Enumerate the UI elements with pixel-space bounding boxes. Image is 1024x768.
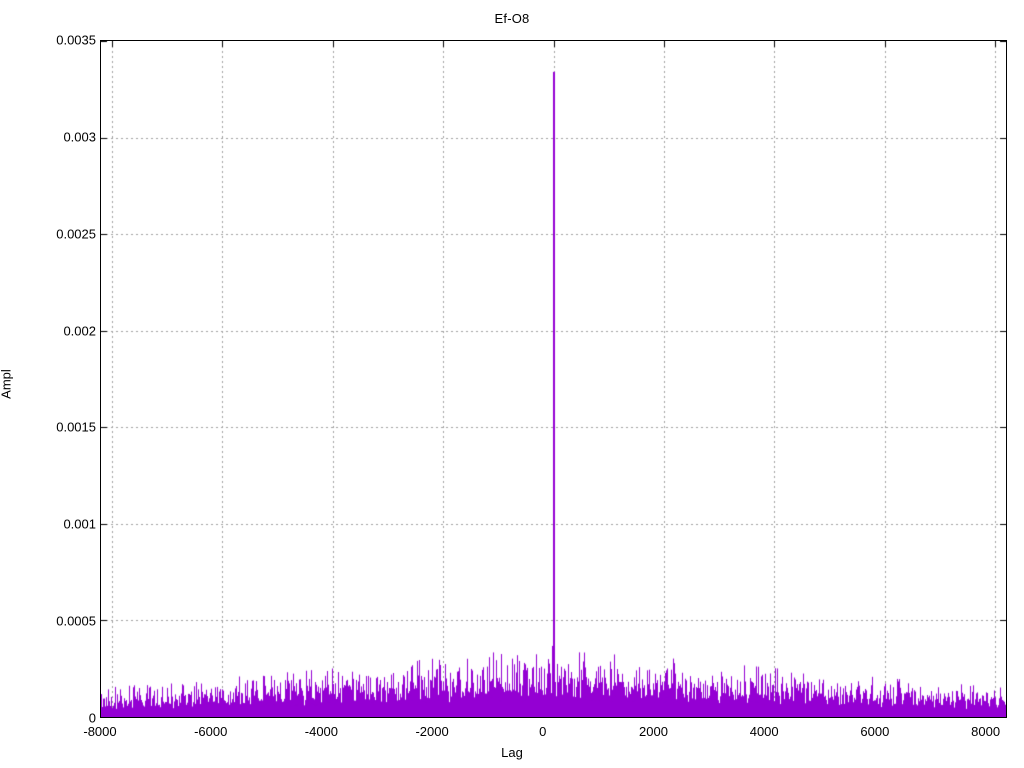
chart-title: Ef-O8 xyxy=(494,11,530,26)
x-tick-label: 6000 xyxy=(860,724,890,739)
x-axis-label: Lag xyxy=(501,745,523,760)
y-tick-label: 0.0035 xyxy=(56,32,96,48)
y-tick-label: 0 xyxy=(88,710,96,726)
x-tick-label: -2000 xyxy=(415,724,449,739)
x-tick-label: 0 xyxy=(539,724,547,739)
y-tick-label: 0.001 xyxy=(63,516,96,532)
x-tick-label: 4000 xyxy=(749,724,779,739)
x-tick-label: -4000 xyxy=(304,724,339,739)
x-tick-label: 8000 xyxy=(971,724,1001,739)
chart-plot-canvas xyxy=(101,41,1006,717)
y-tick-label: 0.0015 xyxy=(56,419,96,435)
x-tick-label: 2000 xyxy=(639,724,668,739)
x-tick-label: -8000 xyxy=(83,724,117,739)
plot-area xyxy=(100,40,1007,718)
y-tick-label: 0.0005 xyxy=(56,613,96,629)
y-tick-label: 0.003 xyxy=(63,129,96,145)
x-tick-label: -6000 xyxy=(194,724,228,739)
y-tick-label: 0.0025 xyxy=(56,226,96,242)
y-axis-ticks: 0.0035 0.003 0.0025 0.002 0.0015 0.001 0… xyxy=(0,0,96,768)
y-tick-label: 0.002 xyxy=(63,323,96,339)
